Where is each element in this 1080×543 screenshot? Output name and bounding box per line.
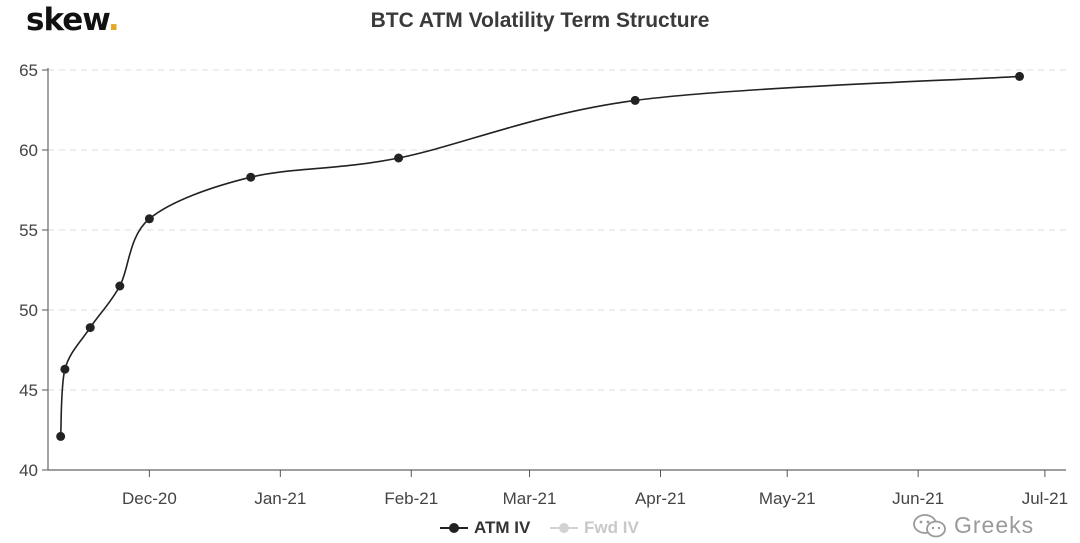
y-tick-label: 65 — [19, 61, 38, 80]
y-tick-label: 60 — [19, 141, 38, 160]
data-point — [144, 214, 154, 224]
data-point — [115, 281, 125, 291]
x-tick-label: Feb-21 — [384, 489, 438, 508]
watermark: Greeks — [912, 512, 1034, 539]
data-point — [60, 364, 70, 374]
y-tick-labels: 40 45 50 55 60 65 — [19, 61, 38, 480]
watermark-text: Greeks — [954, 512, 1035, 538]
legend-item-atm-iv[interactable]: ATM IV — [440, 518, 530, 538]
grid-lines — [48, 69, 1066, 391]
data-point — [630, 95, 640, 105]
legend-item-fwd-iv[interactable]: Fwd IV — [550, 518, 639, 538]
legend-label-fwd-iv: Fwd IV — [584, 518, 639, 537]
x-tick-label: Jul-21 — [1022, 489, 1068, 508]
legend-marker-icon — [440, 521, 468, 535]
y-tick-label: 45 — [19, 381, 38, 400]
x-tick-label: May-21 — [759, 489, 816, 508]
skew-logo: skew. — [26, 2, 120, 38]
chart-title: BTC ATM Volatility Term Structure — [370, 9, 710, 32]
wechat-icon — [913, 513, 946, 537]
data-point — [85, 323, 95, 333]
data-point — [394, 153, 404, 163]
x-tick-label: Jan-21 — [254, 489, 306, 508]
legend: ATM IV Fwd IV — [0, 518, 1080, 542]
x-tick-label: Jun-21 — [892, 489, 944, 508]
x-tick-label: Apr-21 — [635, 489, 686, 508]
x-tick-label: Mar-21 — [503, 489, 557, 508]
legend-marker-icon — [550, 521, 578, 535]
y-tick-label: 40 — [19, 461, 38, 480]
x-tick-label: Dec-20 — [122, 489, 177, 508]
y-tick-label: 55 — [19, 221, 38, 240]
legend-label-atm-iv: ATM IV — [474, 518, 531, 537]
series-line-atm-iv — [59, 75, 1020, 437]
data-point — [1015, 71, 1025, 81]
axes — [42, 68, 1066, 477]
series-layer — [56, 71, 1025, 441]
data-point — [56, 431, 66, 441]
y-tick-label: 50 — [19, 301, 38, 320]
data-point — [246, 172, 256, 182]
x-tick-labels: Dec-20 Jan-21 Feb-21 Mar-21 Apr-21 May-21 Jun-… — [122, 489, 1068, 508]
